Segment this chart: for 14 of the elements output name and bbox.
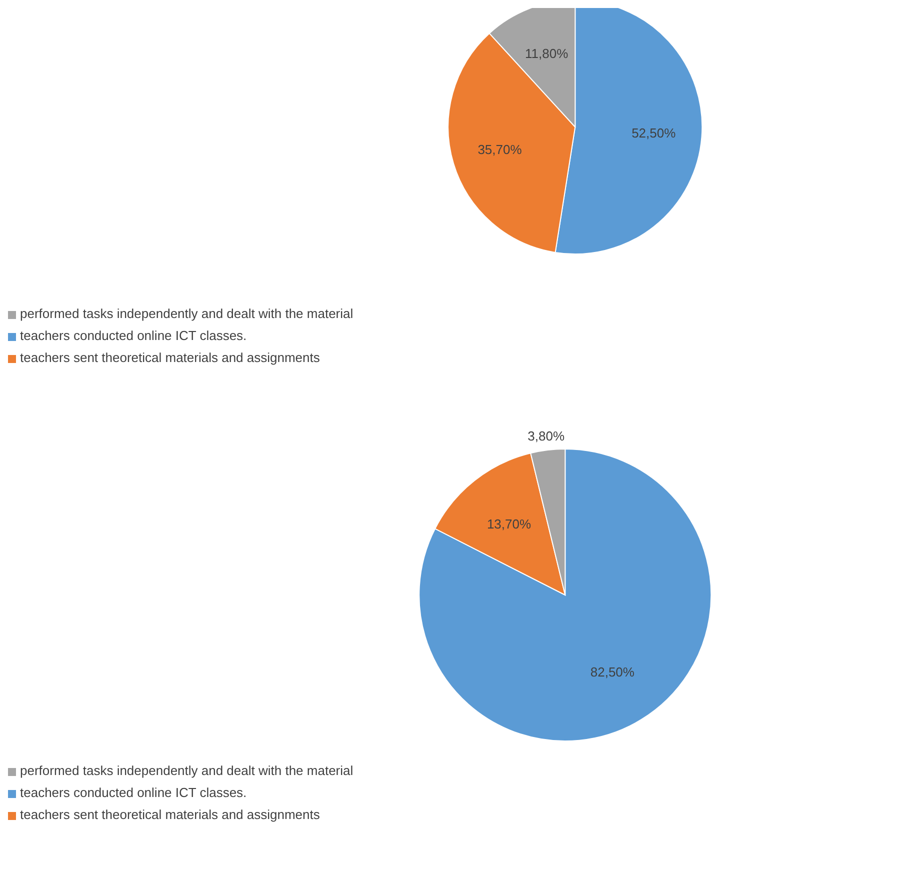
data-label: 35,70% [478,142,522,158]
pie-slice [434,452,566,596]
legend-label: teachers sent theoretical materials and assignments [20,807,320,822]
data-label: 3,80% [528,428,565,444]
legend-label: teachers conducted online ICT classes. [20,785,247,800]
legend-label: performed tasks independently and dealt with the material [20,763,354,778]
data-label: 52,50% [632,126,676,141]
legend-label: teachers sent theoretical materials and assignments [20,350,320,365]
pie-slice [418,448,712,742]
data-label: 82,50% [590,664,635,680]
legend-label: performed tasks independently and dealt with the material [20,306,354,321]
data-label: 13,70% [486,516,532,532]
data-label: 11,80% [525,46,569,62]
legend-label: teachers conducted online ICT classes. [20,328,247,343]
